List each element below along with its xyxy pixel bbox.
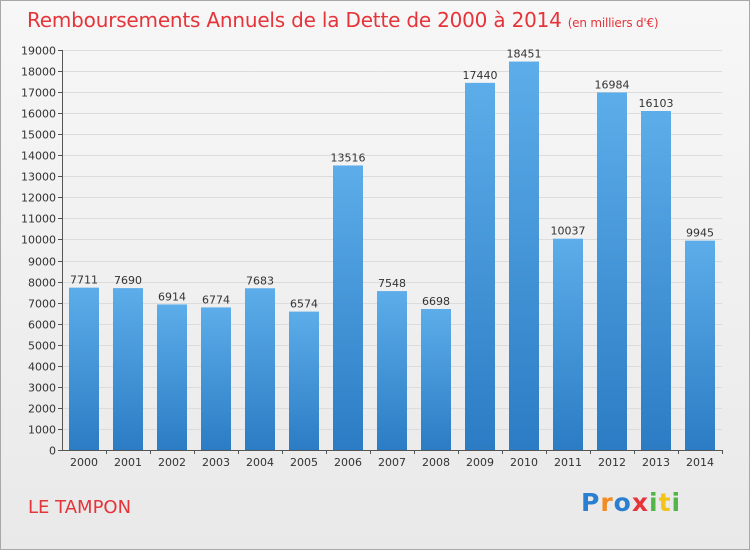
- value-label: 7683: [246, 274, 274, 287]
- x-tick-label: 2010: [510, 456, 538, 469]
- proxiti-logo[interactable]: Proxiti: [581, 488, 681, 517]
- value-label: 6574: [290, 298, 318, 311]
- value-label: 9945: [686, 227, 714, 240]
- y-tick-label: 5000: [28, 340, 56, 353]
- bar-2011: [553, 238, 583, 450]
- logo-letter: P: [581, 488, 601, 517]
- x-tick-label: 2004: [246, 456, 274, 469]
- x-tick-label: 2009: [466, 456, 494, 469]
- y-tick-label: 8000: [28, 277, 56, 290]
- y-tick-label: 15000: [21, 129, 56, 142]
- x-tick-label: 2005: [290, 456, 318, 469]
- logo-letter: i: [671, 488, 682, 517]
- y-tick-label: 6000: [28, 319, 56, 332]
- bar-2001: [113, 288, 143, 450]
- x-tick-label: 2007: [378, 456, 406, 469]
- x-tick-label: 2002: [158, 456, 186, 469]
- bar-2010: [509, 61, 539, 451]
- bar-2006: [333, 165, 363, 450]
- chart-title: Remboursements Annuels de la Dette de 20…: [27, 8, 659, 32]
- y-tick-label: 2000: [28, 403, 56, 416]
- value-label: 17440: [463, 69, 498, 82]
- bar-2007: [377, 291, 407, 450]
- y-tick-label: 17000: [21, 87, 56, 100]
- bar-2013: [641, 110, 671, 450]
- value-label: 6914: [158, 290, 186, 303]
- logo-letter: x: [631, 488, 649, 517]
- x-tick-label: 2011: [554, 456, 582, 469]
- y-tick-label: 14000: [21, 150, 56, 163]
- x-tick-label: 2001: [114, 456, 142, 469]
- chart-title-text: Remboursements Annuels de la Dette de 20…: [27, 8, 562, 32]
- bar-2012: [597, 92, 627, 450]
- y-tick-label: 0: [49, 445, 56, 458]
- unit-label: (en milliers d'€): [567, 16, 659, 30]
- y-tick-labels: 0 1000 2000 3000 4000 5000 6000 7000 8000 9000 100…: [21, 45, 56, 458]
- location-label: LE TAMPON: [28, 497, 132, 518]
- value-label: 16103: [639, 97, 674, 110]
- value-label: 7548: [378, 277, 406, 290]
- value-label: 7690: [114, 274, 142, 287]
- value-label: 6698: [422, 295, 450, 308]
- x-tick-label: 2006: [334, 456, 362, 469]
- logo-letter: t: [658, 488, 672, 517]
- value-label: 18451: [507, 48, 542, 61]
- bar-2002: [157, 304, 187, 450]
- bar-2009: [465, 82, 495, 450]
- axes: [62, 50, 723, 454]
- y-tick-label: 10000: [21, 234, 56, 247]
- logo-letter: o: [613, 488, 632, 517]
- y-tick-label: 1000: [28, 424, 56, 437]
- bar-2004: [245, 288, 275, 450]
- value-labels: 7711 7690 6914 6774 7683 6574 13516 7548 6698 174…: [70, 48, 714, 311]
- y-tick-label: 13000: [21, 171, 56, 184]
- bar-2005: [289, 311, 319, 450]
- y-tick-label: 3000: [28, 382, 56, 395]
- bar-2000: [69, 287, 99, 450]
- y-tick-label: 18000: [21, 66, 56, 79]
- value-label: 6774: [202, 293, 230, 306]
- bar-2008: [421, 308, 451, 450]
- logo-letter: i: [649, 488, 659, 517]
- y-tick-label: 4000: [28, 361, 56, 374]
- value-label: 16984: [595, 78, 630, 91]
- value-label: 13516: [331, 151, 366, 164]
- x-tick-label: 2000: [70, 456, 98, 469]
- bar-2003: [201, 307, 231, 450]
- x-tick-label: 2013: [642, 456, 670, 469]
- bars: [69, 61, 715, 451]
- x-tick-label: 2014: [686, 456, 714, 469]
- y-tick-label: 11000: [21, 213, 56, 226]
- logo-letter: r: [600, 488, 614, 517]
- bar-2014: [685, 240, 715, 450]
- x-tick-label: 2012: [598, 456, 626, 469]
- x-tick-label: 2008: [422, 456, 450, 469]
- y-tick-label: 16000: [21, 108, 56, 121]
- y-tick-label: 12000: [21, 192, 56, 205]
- x-tick-labels: 2000 2001 2002 2003 2004 2005 2006 2007 2008 2009…: [70, 456, 714, 469]
- y-tick-label: 7000: [28, 298, 56, 311]
- x-tick-label: 2003: [202, 456, 230, 469]
- y-tick-label: 9000: [28, 256, 56, 269]
- value-label: 10037: [551, 225, 586, 238]
- value-label: 7711: [70, 274, 98, 287]
- y-tick-label: 19000: [21, 45, 56, 58]
